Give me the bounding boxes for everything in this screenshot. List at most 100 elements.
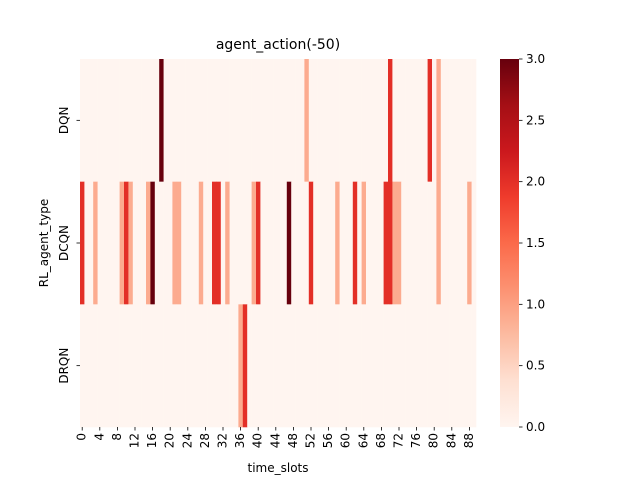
heatmap-cell — [181, 304, 186, 428]
heatmap-cell — [137, 181, 142, 305]
x-tick-label: 88 — [462, 433, 476, 448]
heatmap-cell — [172, 181, 178, 305]
heatmap-cell — [295, 181, 301, 305]
heatmap-cell — [458, 181, 464, 305]
heatmap-cell — [132, 304, 138, 428]
heatmap-cell — [119, 181, 125, 305]
heatmap-cell — [251, 59, 257, 182]
heatmap-cell — [159, 59, 164, 182]
heatmap-cell — [242, 59, 248, 182]
heatmap-cell — [405, 59, 411, 182]
heatmap-cell — [339, 59, 345, 182]
colorbar-tick-label: 1.0 — [526, 297, 545, 311]
chart-title: agent_action(-50) — [216, 37, 340, 53]
heatmap-cell — [181, 181, 186, 305]
colorbar-tick-label: 1.5 — [526, 236, 545, 250]
heatmap-cell — [414, 304, 420, 428]
x-tick-label: 64 — [356, 433, 370, 448]
heatmap-cell — [194, 59, 200, 182]
heatmap-cell — [220, 181, 226, 305]
x-tick-label: 52 — [304, 433, 318, 448]
heatmap-cell — [168, 181, 173, 305]
heatmap-cell — [291, 181, 296, 305]
heatmap-cell — [339, 181, 345, 305]
y-axis-label: RL_agent_type — [37, 199, 51, 288]
heatmap-cell — [383, 59, 389, 182]
heatmap-cell — [97, 304, 103, 428]
heatmap-cell — [313, 59, 318, 182]
heatmap-cell — [300, 304, 305, 428]
heatmap-cell — [185, 304, 191, 428]
heatmap-cell — [335, 304, 340, 428]
heatmap-cell — [220, 304, 226, 428]
heatmap-cell — [229, 304, 235, 428]
heatmap-cell — [212, 304, 217, 428]
heatmap-cell — [282, 59, 288, 182]
heatmap-cell — [366, 59, 371, 182]
heatmap-cell — [322, 181, 327, 305]
colorbar-tick-label: 0.5 — [526, 359, 545, 373]
heatmap-cell — [212, 181, 217, 305]
heatmap-cell — [449, 181, 455, 305]
heatmap-cell — [291, 59, 296, 182]
heatmap-cell — [462, 59, 468, 182]
heatmap-cell — [396, 304, 402, 428]
heatmap-cell — [436, 304, 442, 428]
heatmap-cell — [146, 59, 151, 182]
heatmap-cell — [458, 59, 464, 182]
heatmap-cell — [454, 59, 459, 182]
x-tick-label: 40 — [251, 433, 265, 448]
heatmap-cell — [154, 59, 160, 182]
heatmap-cell — [88, 304, 94, 428]
heatmap-cell — [132, 59, 138, 182]
heatmap-cell — [317, 181, 323, 305]
heatmap-cell — [119, 304, 125, 428]
heatmap-cell — [185, 59, 191, 182]
y-tick-label: DCQN — [57, 225, 71, 261]
heatmap-cell — [190, 59, 195, 182]
heatmap-cell — [427, 59, 433, 182]
heatmap-cell — [282, 304, 288, 428]
heatmap-cell — [119, 59, 125, 182]
heatmap-cell — [198, 181, 204, 305]
row-labels: DQN DCQN DRQN — [57, 106, 80, 384]
heatmap-cell — [264, 181, 270, 305]
x-tick-label: 48 — [286, 433, 300, 448]
heatmap-cell — [163, 181, 169, 305]
heatmap-cell — [370, 59, 376, 182]
heatmap-cell — [388, 304, 393, 428]
heatmap-cell — [110, 304, 116, 428]
heatmap-cell — [159, 304, 164, 428]
x-tick-label: 4 — [92, 433, 106, 441]
heatmap-cell — [207, 304, 213, 428]
heatmap-cell — [115, 181, 120, 305]
heatmap-cell — [322, 304, 327, 428]
x-tick-label: 56 — [321, 433, 335, 448]
heatmap-cell — [251, 181, 257, 305]
heatmap-cell — [383, 181, 389, 305]
heatmap-cell — [352, 304, 358, 428]
heatmap-cell — [229, 181, 235, 305]
heatmap-cell — [234, 304, 239, 428]
heatmap-cell — [423, 181, 428, 305]
heatmap-cell — [106, 59, 112, 182]
heatmap-cell — [256, 181, 261, 305]
heatmap-cell — [84, 304, 90, 428]
heatmap-cell — [278, 181, 283, 305]
heatmap-cell — [273, 181, 279, 305]
heatmap-cell — [432, 181, 437, 305]
heatmap-cell — [198, 59, 204, 182]
heatmap-cell — [154, 181, 160, 305]
heatmap-cell — [410, 304, 415, 428]
heatmap-cell — [260, 181, 266, 305]
heatmap-cell — [344, 304, 349, 428]
heatmap-cell — [308, 304, 314, 428]
heatmap-cell — [97, 59, 103, 182]
heatmap-cell — [396, 59, 402, 182]
heatmap-cell — [190, 181, 195, 305]
heatmap-cell — [163, 304, 169, 428]
heatmap-cell — [462, 304, 468, 428]
heatmap-cell — [141, 181, 147, 305]
heatmap-cell — [401, 181, 406, 305]
heatmap-cell — [335, 59, 340, 182]
